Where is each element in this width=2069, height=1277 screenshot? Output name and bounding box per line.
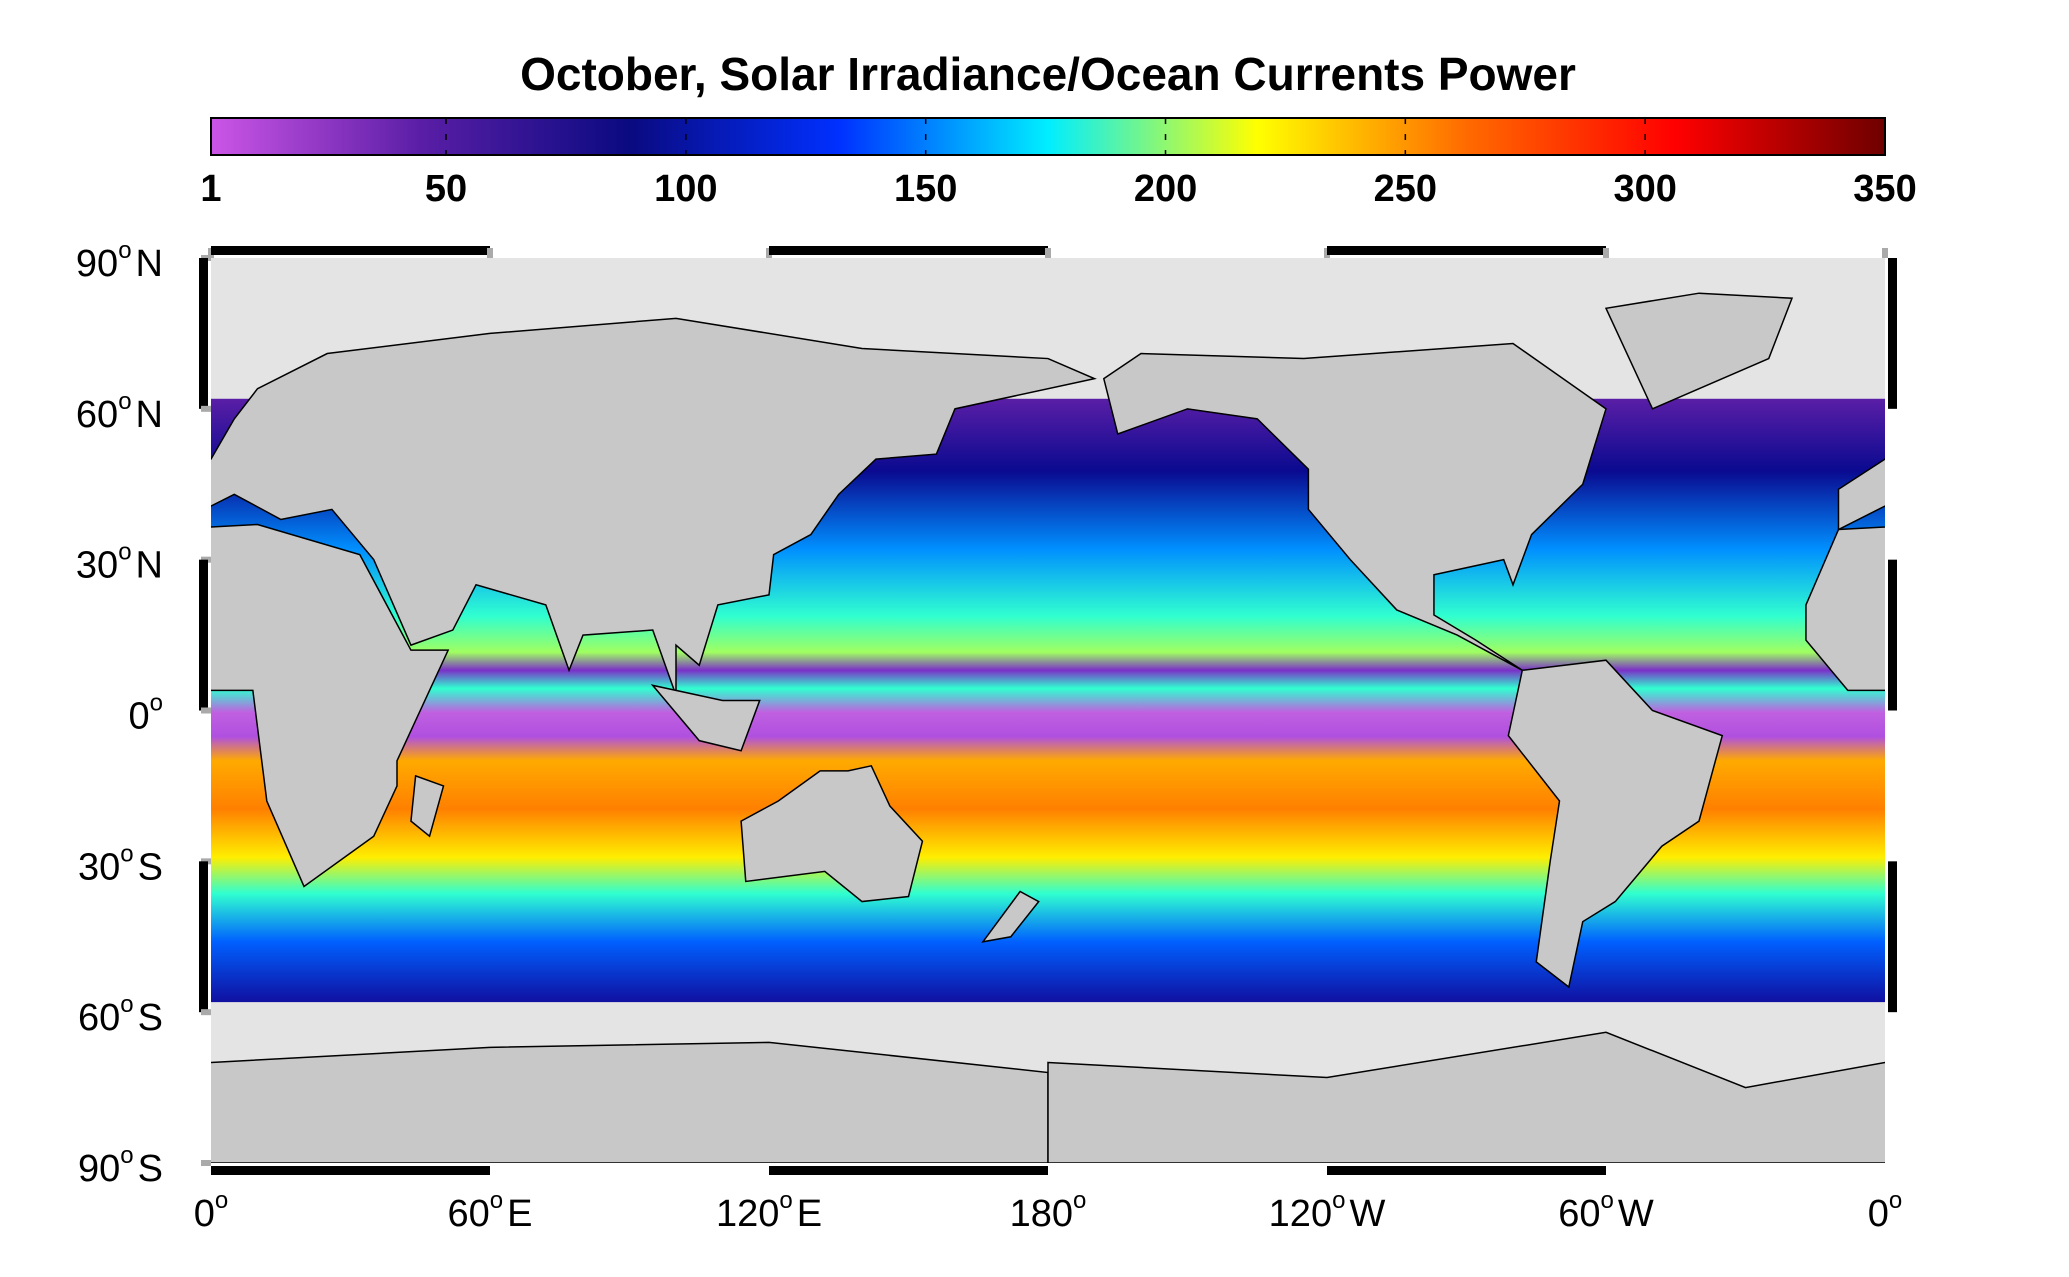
tick-degree: o: [120, 1142, 133, 1169]
tick-hemisphere: N: [136, 545, 163, 587]
land: [1047, 1031, 1885, 1163]
frame-bar: [1327, 1166, 1606, 1175]
tick-hemisphere: S: [138, 846, 163, 888]
tick-hemisphere: E: [507, 1193, 532, 1235]
frame-bar: [1888, 559, 1897, 711]
frame-bar: [1888, 258, 1897, 409]
land: [650, 684, 761, 752]
tick-label: 0o: [1868, 1187, 1903, 1235]
tick-label: 0o: [129, 690, 164, 738]
tick-number: 30: [76, 545, 118, 587]
tick-label: 90o N: [76, 237, 163, 285]
colorbar-tick-label: 350: [1853, 168, 1916, 210]
colorbar-tick-label: 200: [1134, 168, 1197, 210]
frame-bar: [769, 1166, 1048, 1175]
land: [1837, 457, 1885, 531]
land: [0, 293, 118, 409]
tick-degree: o: [120, 992, 133, 1019]
tick-degree: o: [118, 539, 131, 566]
tick-label: 30o S: [78, 841, 163, 889]
tick-number: 90: [76, 243, 118, 285]
land: [211, 317, 1097, 696]
tick-degree: o: [1601, 1187, 1614, 1214]
frame-bar: [199, 559, 208, 711]
tick-degree: o: [490, 1187, 503, 1214]
land: [0, 660, 48, 987]
colorbar-tick-label: 250: [1374, 168, 1437, 210]
colorbar-tick-label: 50: [425, 168, 467, 210]
tick-number: 0: [129, 696, 150, 738]
tick-degree: o: [215, 1187, 228, 1214]
tick-label: 60o W: [1558, 1187, 1654, 1235]
tick-hemisphere: N: [136, 243, 163, 285]
land: [1102, 342, 1607, 671]
frame-bar: [1888, 861, 1897, 1013]
frame-bar: [199, 861, 208, 1013]
tick-number: 120: [716, 1193, 779, 1235]
tick-number: 0: [1868, 1193, 1889, 1235]
tick-degree: o: [120, 841, 133, 868]
tick-hemisphere: E: [797, 1193, 822, 1235]
tick-number: 180: [1010, 1193, 1073, 1235]
tick-number: 0: [194, 1193, 215, 1235]
tick-degree: o: [1073, 1187, 1086, 1214]
tick-number: 60: [78, 997, 120, 1039]
tick-hemisphere: S: [138, 997, 163, 1039]
colorbar-tick-label: 1: [200, 168, 221, 210]
colorbar-tick-label: 150: [894, 168, 957, 210]
land: [740, 764, 924, 903]
tick-label: 120o E: [716, 1187, 822, 1235]
frame-bar: [769, 246, 1048, 255]
tick-label: 30o N: [76, 539, 163, 587]
land: [1507, 659, 1724, 989]
tick-hemisphere: S: [138, 1148, 163, 1190]
tick-number: 30: [78, 846, 120, 888]
land: [1604, 292, 1794, 410]
frame-bar: [1327, 246, 1606, 255]
chart-title: October, Solar Irradiance/Ocean Currents…: [520, 48, 1576, 100]
land: [211, 1041, 1049, 1163]
tick-label: 90o S: [78, 1142, 163, 1190]
colorbar-tick-label: 100: [654, 168, 717, 210]
land: [211, 523, 450, 888]
tick-hemisphere: W: [1349, 1193, 1385, 1235]
tick-degree: o: [118, 388, 131, 415]
frame-bar: [211, 246, 490, 255]
tick-degree: o: [150, 690, 163, 717]
tick-label: 0o: [194, 1187, 229, 1235]
tick-label: 60o N: [76, 388, 163, 436]
tick-degree: o: [779, 1187, 792, 1214]
frame-bar: [199, 258, 208, 409]
tick-number: 120: [1269, 1193, 1332, 1235]
land: [981, 890, 1040, 943]
tick-degree: o: [1889, 1187, 1902, 1214]
colorbar-tick-label: 300: [1613, 168, 1676, 210]
tick-degree: o: [1332, 1187, 1345, 1214]
land: [1805, 526, 1885, 692]
colorbar: [210, 117, 1886, 156]
tick-hemisphere: N: [136, 394, 163, 436]
tick-number: 90: [78, 1148, 120, 1190]
tick-number: 60: [76, 394, 118, 436]
tick-degree: o: [118, 237, 131, 264]
land: [410, 774, 445, 838]
tick-number: 60: [448, 1193, 490, 1235]
tick-label: 60o E: [448, 1187, 533, 1235]
tick-label: 180o: [1010, 1187, 1087, 1235]
tick-label: 60o S: [78, 992, 163, 1040]
map: [0, 258, 1885, 1163]
frame-bar: [211, 1166, 490, 1175]
tick-label: 120o W: [1269, 1187, 1386, 1235]
tick-number: 60: [1558, 1193, 1600, 1235]
tick-hemisphere: W: [1618, 1193, 1654, 1235]
